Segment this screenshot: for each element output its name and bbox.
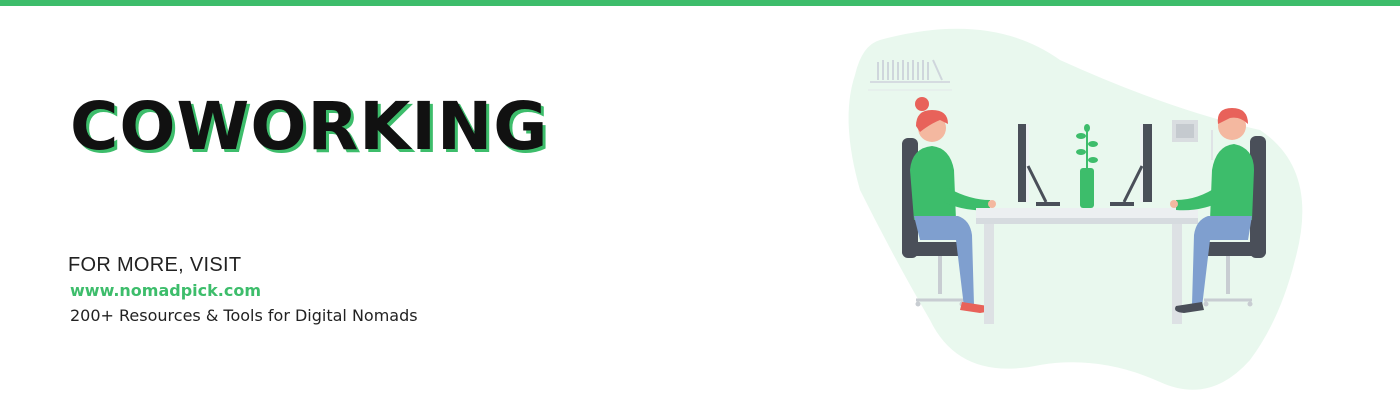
bookshelf-icon bbox=[877, 59, 943, 81]
plant-icon bbox=[1076, 124, 1098, 208]
coworking-illustration bbox=[848, 28, 1303, 390]
page-title: COWORKING bbox=[70, 88, 549, 165]
tagline: 200+ Resources & Tools for Digital Nomad… bbox=[70, 306, 418, 325]
visit-block: FOR MORE, VISIT www.nomadpick.com 200+ R… bbox=[68, 252, 418, 328]
desk-icon bbox=[976, 208, 1198, 324]
top-accent-bar bbox=[0, 0, 1400, 6]
right-monitor-icon bbox=[1110, 124, 1152, 206]
visit-label: FOR MORE, VISIT bbox=[68, 254, 242, 276]
website-link[interactable]: www.nomadpick.com bbox=[70, 281, 261, 300]
right-chair-icon bbox=[1196, 136, 1266, 307]
wall-frame-icon bbox=[1172, 120, 1213, 160]
right-person-icon bbox=[1170, 108, 1254, 313]
left-person-icon bbox=[910, 97, 996, 313]
left-monitor-icon bbox=[1018, 124, 1060, 206]
